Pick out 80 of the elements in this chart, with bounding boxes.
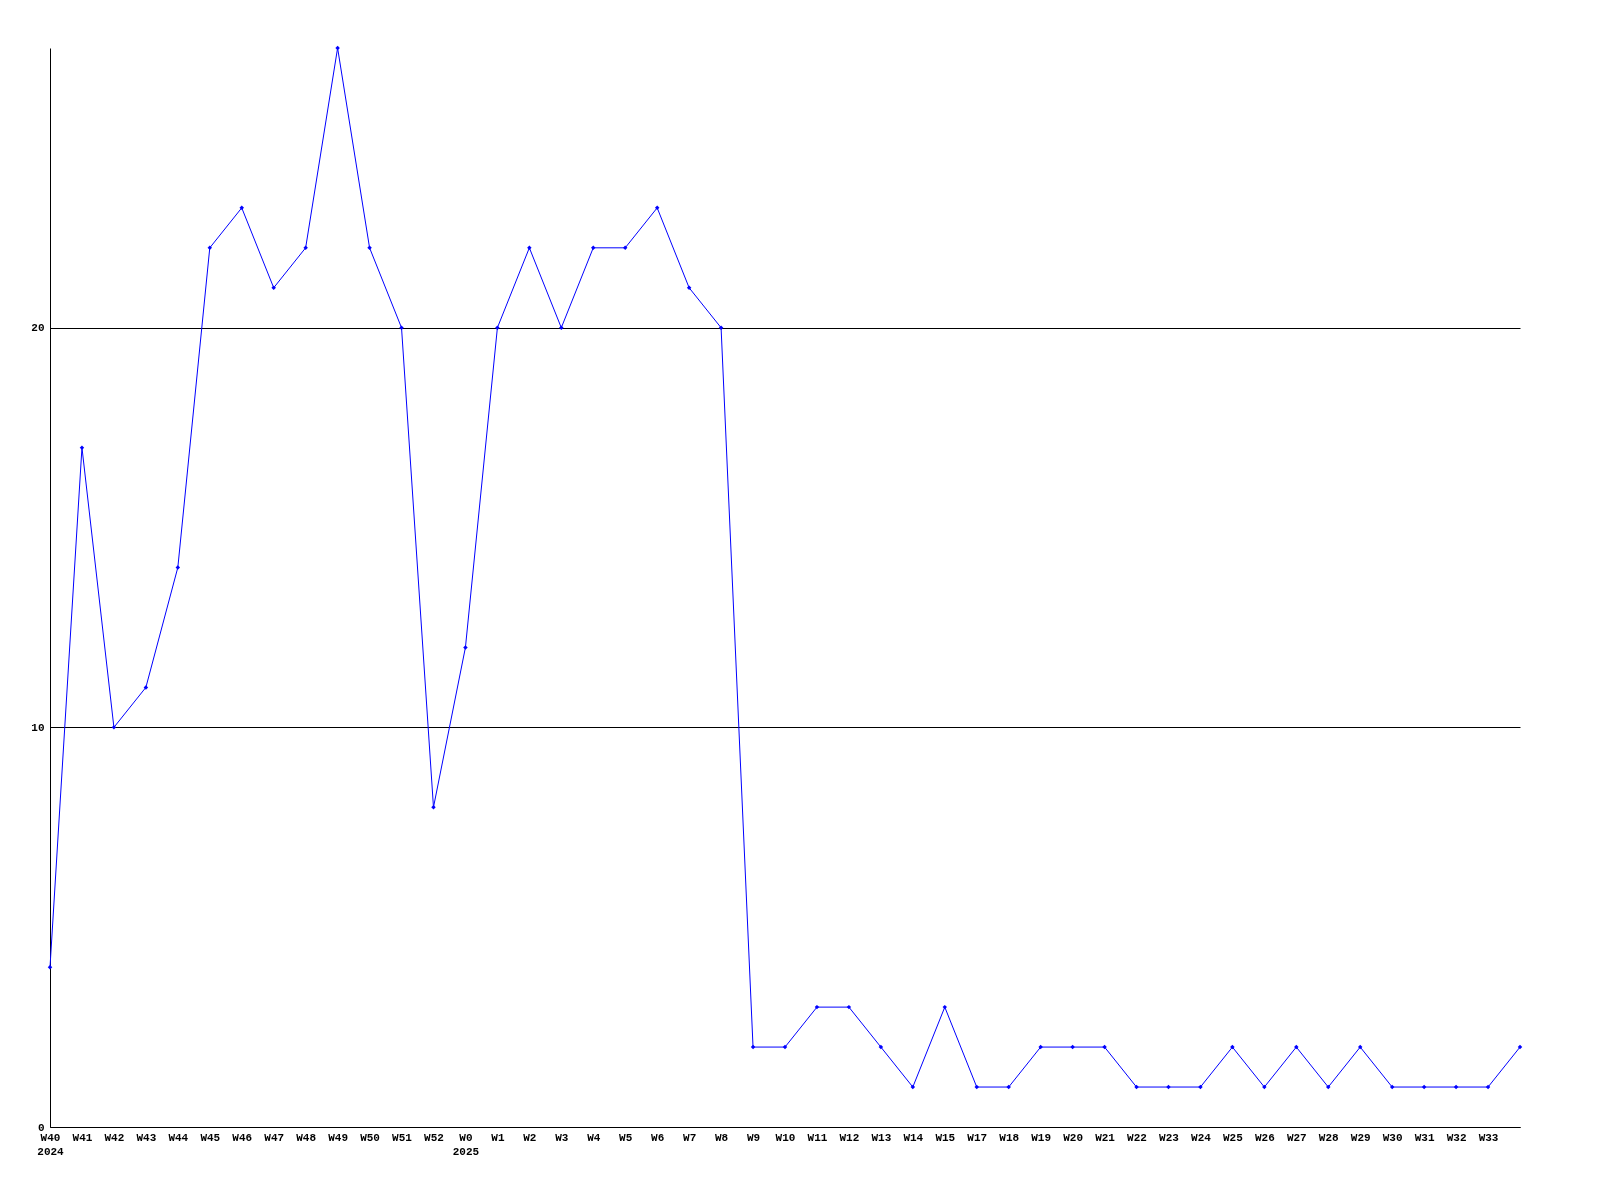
point — [207, 245, 213, 251]
point — [1326, 1084, 1331, 1090]
x-tick-label: W4 — [587, 1131, 601, 1144]
x-tick-label: W48 — [296, 1131, 317, 1144]
x-tick-label: W21 — [1095, 1131, 1116, 1144]
point — [1357, 1044, 1363, 1050]
x-tick-label: W40 2024 — [37, 1131, 65, 1158]
x-tick-label: W19 — [1031, 1131, 1052, 1144]
x-tick-label: W28 — [1318, 1131, 1340, 1144]
point — [1453, 1084, 1459, 1090]
x-tick-label: W32 — [1446, 1131, 1467, 1144]
x-tick-label: W50 — [360, 1131, 380, 1144]
x-tick-label: W51 — [392, 1131, 413, 1144]
x-tick-label: W20 — [1063, 1131, 1084, 1144]
point — [878, 1044, 884, 1050]
x-tick-label: W42 — [104, 1131, 125, 1144]
x-tick-label: W43 — [136, 1131, 157, 1144]
x-tick-label: W25 — [1222, 1131, 1244, 1144]
x-tick-label: W44 — [168, 1131, 189, 1144]
point — [718, 325, 724, 330]
point — [1389, 1084, 1395, 1090]
point — [239, 205, 244, 211]
point — [271, 285, 276, 291]
point — [591, 245, 596, 251]
point — [1485, 1084, 1491, 1090]
point — [622, 245, 628, 251]
x-tick-label: W2 — [523, 1131, 537, 1144]
point — [750, 1044, 756, 1050]
x-tick-label: W47 — [264, 1131, 285, 1144]
x-tick-label: W46 — [232, 1131, 253, 1144]
y-tick-label: 0 — [37, 1121, 45, 1134]
x-tick-label: W5 — [619, 1131, 633, 1144]
x-tick-label: W18 — [999, 1131, 1020, 1144]
point — [846, 1004, 852, 1010]
x-tick-label: W23 — [1159, 1131, 1180, 1144]
x-tick-label: W15 — [935, 1131, 956, 1144]
x-tick-label: W10 — [775, 1131, 796, 1144]
x-tick-label: W9 — [746, 1131, 761, 1144]
x-tick-label: W22 — [1127, 1131, 1147, 1144]
point — [495, 325, 500, 330]
point — [814, 1004, 820, 1010]
x-tick-label: W45 — [200, 1131, 221, 1144]
x-tick-label: W8 — [714, 1131, 729, 1144]
point — [654, 205, 660, 211]
point — [303, 245, 308, 251]
x-tick-label: W6 — [651, 1131, 665, 1144]
x-tick-label: W7 — [683, 1131, 697, 1144]
x-tick-label: W52 — [424, 1131, 444, 1144]
point — [686, 285, 692, 291]
y-tick-label: 10 — [31, 721, 45, 734]
x-tick-label: W27 — [1286, 1131, 1307, 1144]
x-tick-label: W14 — [903, 1131, 924, 1144]
x-tick-label: W11 — [807, 1131, 828, 1144]
x-tick-label: W17 — [967, 1131, 988, 1144]
x-tick-label: W3 — [555, 1131, 569, 1144]
point — [1421, 1084, 1427, 1090]
point — [942, 1004, 948, 1010]
point — [974, 1084, 979, 1090]
x-tick-label: W12 — [839, 1131, 860, 1144]
point — [463, 645, 468, 650]
x-tick-label: W33 — [1478, 1131, 1499, 1144]
x-tick-label: W49 — [328, 1131, 349, 1144]
y-tick-label: 20 — [31, 322, 45, 335]
point — [527, 245, 532, 251]
x-tick-label: W31 — [1414, 1131, 1435, 1144]
x-tick-label: W0 2025 — [452, 1131, 480, 1158]
x-tick-label: W1 — [491, 1131, 505, 1144]
x-tick-label: W30 — [1382, 1131, 1403, 1144]
x-tick-label: W26 — [1254, 1131, 1275, 1144]
x-tick-label: W41 — [72, 1131, 93, 1144]
point — [910, 1084, 916, 1090]
point — [47, 964, 53, 970]
point — [1517, 1044, 1523, 1050]
point — [782, 1044, 788, 1050]
point — [559, 325, 564, 330]
x-tick-label: W29 — [1350, 1131, 1371, 1144]
point — [431, 805, 436, 810]
x-tick-label: W24 — [1191, 1131, 1212, 1144]
x-tick-label: W13 — [871, 1131, 892, 1144]
point — [399, 325, 404, 330]
